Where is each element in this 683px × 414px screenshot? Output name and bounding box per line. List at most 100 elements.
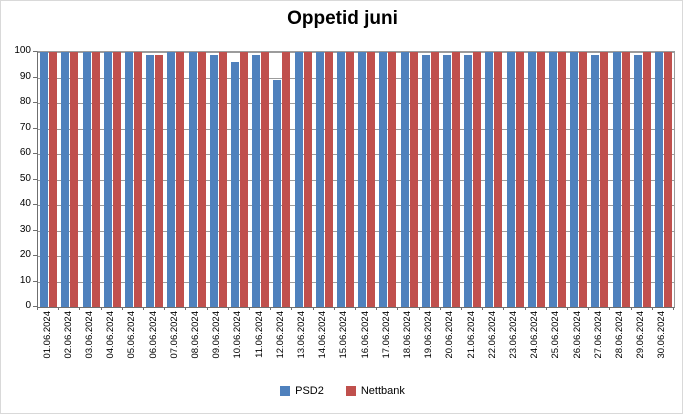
gridline: [38, 103, 674, 104]
bar-nettbank-03.06.2024: [91, 52, 100, 307]
legend-swatch-icon: [345, 386, 356, 396]
y-axis-label: 100: [14, 45, 31, 56]
bar-psd2-01.06.2024: [40, 52, 49, 307]
gridline: [38, 128, 674, 130]
gridline: [38, 256, 674, 257]
bar-psd2-17.06.2024: [379, 52, 388, 307]
y-axis-label: 10: [19, 274, 31, 286]
legend-label: PSD2: [295, 385, 324, 397]
legend-swatch-icon: [280, 386, 291, 396]
bar-psd2-09.06.2024: [209, 54, 218, 307]
bar-nettbank-10.06.2024: [239, 52, 248, 307]
bar-nettbank-25.06.2024: [557, 52, 566, 307]
bar-psd2-18.06.2024: [400, 52, 409, 307]
x-axis-tick: [121, 307, 123, 310]
bar-psd2-19.06.2024: [421, 54, 430, 307]
x-axis-tick: [58, 307, 60, 310]
x-axis-tick: [673, 307, 674, 310]
bar-nettbank-24.06.2024: [536, 52, 545, 307]
y-axis-label: 30: [19, 223, 31, 235]
bar-nettbank-16.06.2024: [367, 52, 376, 307]
gridline: [38, 179, 674, 181]
bar-nettbank-27.06.2024: [600, 52, 609, 307]
bar-nettbank-07.06.2024: [176, 52, 185, 307]
gridline: [38, 281, 674, 283]
bar-nettbank-29.06.2024: [642, 52, 651, 307]
x-axis-tick: [79, 307, 81, 310]
x-axis-tick: [143, 307, 144, 310]
y-axis-label: 60: [19, 147, 31, 158]
y-axis-tick: [33, 178, 37, 180]
bar-psd2-08.06.2024: [188, 52, 197, 307]
bar-psd2-27.06.2024: [591, 54, 600, 307]
x-axis-tick: [651, 307, 653, 310]
bar-nettbank-08.06.2024: [197, 52, 206, 307]
x-axis-tick: [630, 307, 632, 310]
bar-psd2-11.06.2024: [252, 54, 261, 307]
bar-psd2-04.06.2024: [103, 52, 112, 307]
x-axis-tick: [312, 307, 314, 310]
y-axis-tick: [33, 306, 37, 307]
y-axis-label: 40: [19, 198, 31, 209]
y-axis-label: 80: [19, 96, 31, 107]
bar-nettbank-09.06.2024: [218, 52, 227, 307]
y-axis-tick: [33, 204, 37, 205]
bar-psd2-22.06.2024: [485, 52, 494, 307]
x-axis-label: 30.06.2024: [656, 311, 668, 359]
x-axis-tick: [609, 307, 611, 310]
legend-item-psd2: PSD2: [280, 385, 324, 397]
bar-psd2-13.06.2024: [294, 52, 303, 307]
x-axis-tick: [503, 307, 505, 310]
x-axis-tick: [545, 307, 547, 310]
bar-psd2-12.06.2024: [273, 80, 282, 307]
y-axis-tick: [33, 255, 37, 256]
bar-psd2-03.06.2024: [82, 52, 91, 307]
plot-area: [37, 51, 675, 308]
legend-label: Nettbank: [360, 385, 405, 397]
y-axis-label: 90: [19, 70, 31, 82]
x-axis-tick: [270, 307, 272, 310]
bar-psd2-28.06.2024: [612, 52, 621, 307]
chart-title: Oppetid juni: [287, 8, 398, 29]
bar-nettbank-17.06.2024: [388, 52, 397, 307]
bar-nettbank-23.06.2024: [515, 52, 524, 307]
bar-psd2-02.06.2024: [61, 52, 70, 307]
bar-psd2-26.06.2024: [570, 52, 579, 307]
bar-nettbank-02.06.2024: [70, 52, 79, 307]
bar-psd2-23.06.2024: [506, 52, 515, 307]
bar-nettbank-28.06.2024: [621, 52, 630, 307]
y-axis-label: 0: [25, 300, 31, 311]
gridline: [38, 205, 674, 206]
bar-psd2-24.06.2024: [527, 52, 536, 307]
bar-psd2-10.06.2024: [230, 62, 239, 307]
gridline: [38, 77, 674, 79]
bar-psd2-07.06.2024: [167, 52, 176, 307]
bar-nettbank-14.06.2024: [324, 52, 333, 307]
bar-nettbank-11.06.2024: [261, 52, 270, 307]
y-axis-label: 70: [19, 121, 31, 133]
x-axis-tick: [227, 307, 229, 310]
bar-nettbank-13.06.2024: [303, 52, 312, 307]
bar-psd2-21.06.2024: [464, 54, 473, 307]
bar-nettbank-30.06.2024: [663, 52, 672, 307]
bar-nettbank-21.06.2024: [473, 52, 482, 307]
bar-psd2-06.06.2024: [146, 54, 155, 307]
x-axis-tick: [291, 307, 293, 310]
x-axis-tick: [376, 307, 378, 310]
y-axis-tick: [33, 280, 37, 282]
y-axis-tick: [33, 127, 37, 129]
legend: PSD2 Nettbank: [1, 385, 682, 397]
bar-nettbank-05.06.2024: [133, 52, 142, 307]
x-axis-tick: [439, 307, 441, 310]
x-axis-tick: [164, 307, 166, 310]
gridline: [38, 154, 674, 155]
bar-nettbank-22.06.2024: [494, 52, 503, 307]
x-axis-tick: [461, 307, 462, 310]
bar-nettbank-26.06.2024: [579, 52, 588, 307]
x-axis-tick: [355, 307, 356, 310]
y-axis-label: 20: [19, 249, 31, 260]
x-axis-tick: [567, 307, 568, 310]
y-axis-tick: [33, 102, 37, 103]
bar-nettbank-04.06.2024: [112, 52, 121, 307]
